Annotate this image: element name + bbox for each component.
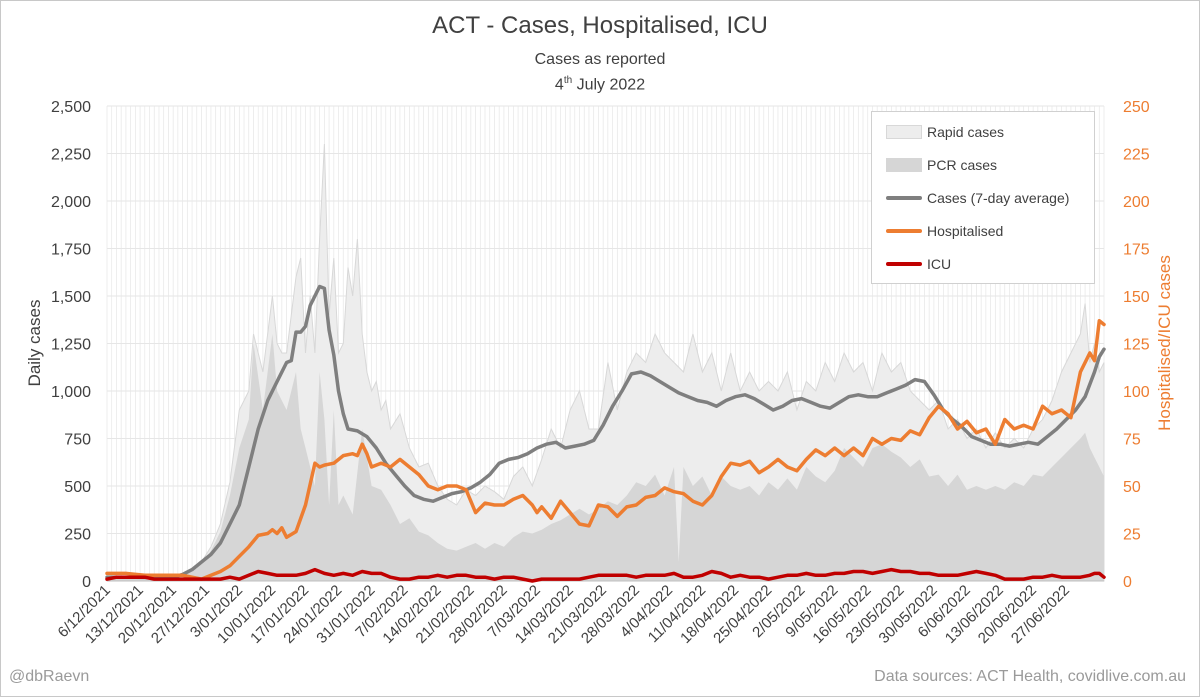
footer-sources: Data sources: ACT Health, covidlive.com.… [874,668,1186,685]
y-tick-label: 750 [64,432,91,449]
line-series [105,284,1106,583]
y2-tick-label: 100 [1123,384,1150,401]
y2-tick-label: 25 [1123,527,1141,544]
y2-tick-label: 250 [1123,99,1150,116]
legend-item-avg: Cases (7-day average) [886,187,1069,209]
y2-tick-label: 75 [1123,432,1141,449]
legend-label-avg: Cases (7-day average) [927,190,1070,206]
y-tick-label: 2,250 [51,147,91,164]
y2-tick-label: 200 [1123,194,1150,211]
y-tick-label: 1,750 [51,242,91,259]
date-day: 4 [554,76,564,94]
series-icu [105,567,1106,583]
chart-legend: Rapid cases PCR cases Cases (7-day avera… [871,111,1095,284]
legend-swatch-avg [886,196,922,200]
legend-swatch-icu [886,262,922,266]
chart-date: 4th July 2022 [0,75,1200,94]
legend-item-icu: ICU [886,253,951,275]
y2-tick-label: 225 [1123,147,1150,164]
legend-label-rapid: Rapid cases [927,124,1005,140]
legend-swatch-pcr [886,158,922,172]
y-tick-label: 2,000 [51,194,91,211]
legend-swatch-rapid [886,125,922,139]
legend-item-rapid: Rapid cases [886,121,1004,143]
legend-swatch-hosp [886,229,922,233]
chart-title: ACT - Cases, Hospitalised, ICU [432,12,768,39]
y-tick-label: 2,500 [51,99,91,116]
legend-label-icu: ICU [927,256,952,272]
legend-item-pcr: PCR cases [886,154,997,176]
legend-label-hosp: Hospitalised [927,223,1004,239]
y-tick-label: 1,250 [51,337,91,354]
y-tick-label: 1,000 [51,384,91,401]
y2-tick-label: 0 [1123,574,1132,591]
y-tick-label: 500 [64,479,91,496]
footer-handle: @dbRaevn [9,668,90,685]
series-hospitalised [105,318,1106,581]
y2-axis-label: Hospitalised/ICU cases [1155,255,1174,431]
y2-tick-label: 150 [1123,289,1150,306]
y2-tick-label: 125 [1123,337,1150,354]
y-tick-label: 1,500 [51,289,91,306]
date-suffix: th [563,75,573,86]
y2-tick-label: 175 [1123,242,1150,259]
legend-label-pcr: PCR cases [927,157,998,173]
legend-item-hosp: Hospitalised [886,220,1003,242]
y-tick-label: 250 [64,527,91,544]
date-rest: July 2022 [572,76,646,94]
chart-subtitle: Cases as reported [534,51,666,68]
y-tick-label: 0 [82,574,91,591]
y-axis-label: Daily cases [25,300,44,387]
y2-tick-label: 50 [1123,479,1141,496]
series-pcr-cases [107,334,1104,581]
